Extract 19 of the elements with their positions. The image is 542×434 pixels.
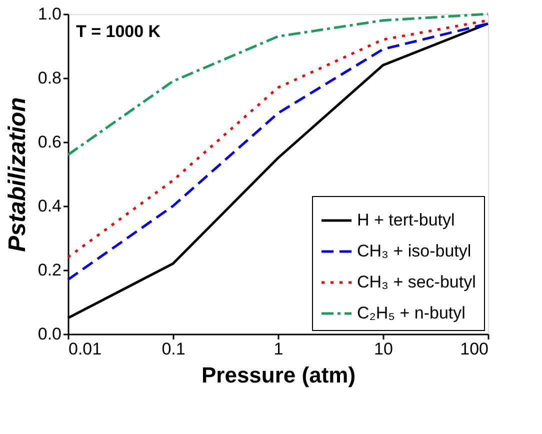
- annotation: T = 1000 K: [76, 22, 162, 41]
- y-tick-label: 0.6: [38, 132, 62, 152]
- x-tick-label: 0.1: [162, 340, 186, 358]
- y-axis-title: Pstabilization: [4, 97, 31, 252]
- y-tick-label: 0.2: [38, 260, 62, 280]
- legend-label: C₂H₅ + n-butyl: [357, 304, 466, 322]
- y-tick-label: 1.0: [38, 4, 62, 24]
- y-tick-label: 0.8: [38, 68, 62, 88]
- y-tick-label: 0.0: [38, 324, 62, 344]
- legend-label: CH₃ + sec-butyl: [357, 272, 476, 292]
- x-tick-label: 1: [274, 340, 284, 358]
- x-tick-label: 10: [374, 340, 393, 358]
- x-axis-title: Pressure (atm): [201, 362, 356, 388]
- legend-label: CH₃ + iso-butyl: [357, 242, 472, 260]
- line-series: [66, 12, 490, 156]
- x-tick-label: 100: [460, 340, 488, 358]
- y-tick-label: 0.4: [38, 196, 62, 216]
- x-tick-label: 0.01: [68, 340, 102, 358]
- legend-label: H + tert-butyl: [357, 210, 455, 230]
